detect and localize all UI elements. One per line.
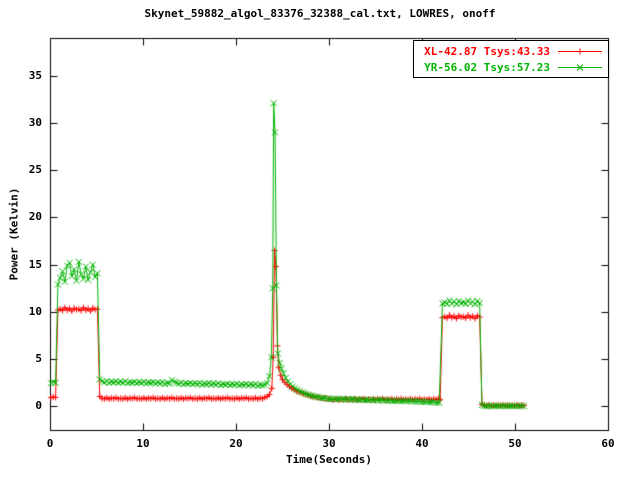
- y-tick-label: 20: [28, 210, 42, 224]
- x-tick-label: 40: [415, 437, 429, 450]
- x-tick-label: 10: [136, 437, 150, 450]
- chart-title: Skynet_59882_algol_83376_32388_cal.txt, …: [144, 7, 496, 20]
- y-tick-label: 35: [28, 68, 42, 82]
- legend-plus-marker-icon: [558, 48, 602, 54]
- legend-label: XL-42.87 Tsys:43.33: [424, 44, 550, 58]
- y-tick-label: 10: [28, 304, 42, 318]
- legend-entry: YR-56.02 Tsys:57.23: [424, 59, 603, 75]
- x-tick-label: 30: [322, 437, 336, 450]
- y-tick-label: 15: [28, 257, 42, 271]
- x-tick-label: 0: [46, 437, 54, 450]
- x-tick-label: 20: [229, 437, 243, 450]
- y-tick-label: 30: [28, 116, 42, 129]
- legend: XL-42.87 Tsys:43.33 YR-56.02 Tsys:57.23: [413, 40, 609, 78]
- y-tick-label: 5: [35, 352, 42, 366]
- y-tick-label: 0: [35, 399, 42, 413]
- legend-label: YR-56.02 Tsys:57.23: [424, 60, 550, 74]
- x-axis-label: Time(Seconds): [285, 453, 373, 466]
- x-tick-label: 50: [508, 437, 522, 450]
- x-tick-label: 60: [601, 437, 615, 450]
- legend-cross-marker-icon: [558, 63, 602, 71]
- y-tick-label: 25: [28, 163, 42, 177]
- legend-entry: XL-42.87 Tsys:43.33: [424, 43, 603, 59]
